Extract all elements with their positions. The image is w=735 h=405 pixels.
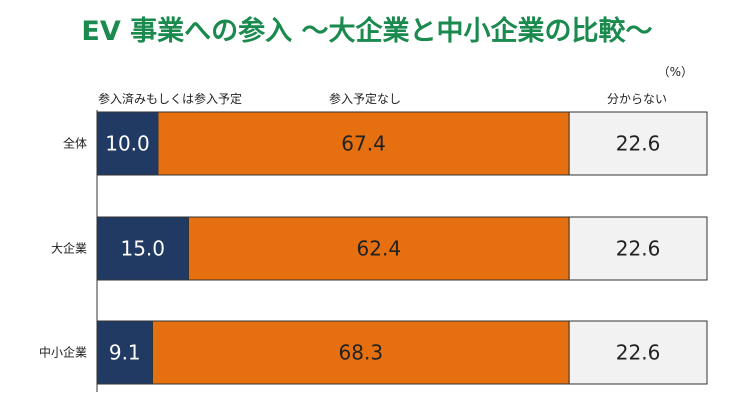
data-label-large-series-1: 62.4 (357, 237, 402, 261)
data-label-large-series-2: 22.6 (616, 237, 661, 261)
bar-sme-series-2 (568, 320, 708, 385)
data-label-all-series-0: 10.0 (105, 132, 150, 156)
bar-sme-series-1 (152, 320, 570, 385)
chart-title: EV 事業への参入 ～大企業と中小企業の比較～ (81, 15, 652, 47)
data-label-sme-series-0: 9.1 (109, 341, 141, 365)
data-label-all-series-2: 22.6 (616, 132, 661, 156)
legend-label-no-plan: 参入予定なし (329, 91, 401, 106)
legend-label-unknown: 分からない (607, 92, 667, 106)
unit-label: （%） (658, 65, 693, 79)
category-label-all: 全体 (63, 136, 87, 151)
bar-all-series-1 (157, 111, 570, 176)
data-label-large-series-0: 15.0 (120, 237, 165, 261)
category-label-large: 大企業 (51, 241, 87, 256)
legend-label-participating: 参入済みもしくは参入予定 (98, 91, 242, 106)
data-label-all-series-1: 67.4 (341, 132, 386, 156)
bar-large-series-2 (568, 216, 708, 281)
category-label-sme: 中小企業 (39, 345, 87, 360)
data-label-sme-series-1: 68.3 (339, 341, 384, 365)
bars-group: 全体 10.0 67.4 22.6 大企業 15.0 62.4 22.6 中小企業 9.1 68.3… (39, 111, 708, 385)
data-label-sme-series-2: 22.6 (616, 341, 661, 365)
bar-all-series-2 (568, 111, 708, 176)
